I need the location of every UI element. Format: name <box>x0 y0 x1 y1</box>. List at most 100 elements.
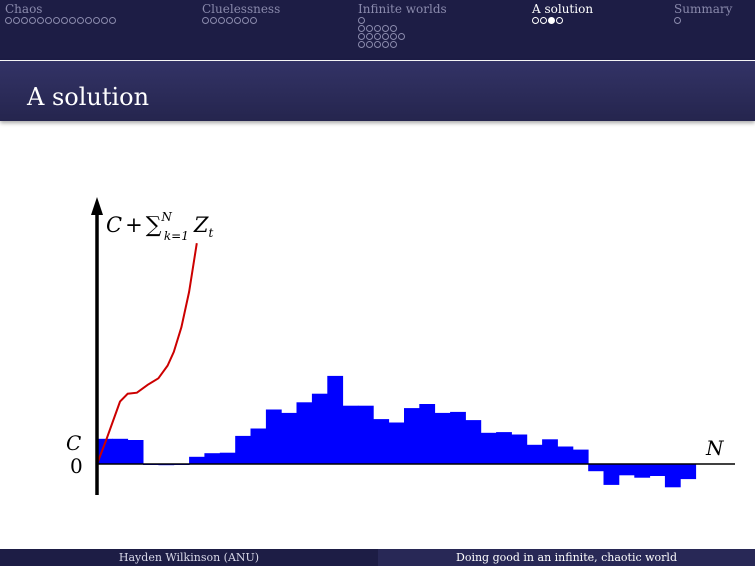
nav-frame-dot[interactable] <box>540 17 547 24</box>
bar <box>265 409 282 464</box>
nav-frame-dot[interactable] <box>358 33 365 40</box>
bar <box>281 412 297 464</box>
nav-dot-row <box>358 33 447 41</box>
nav-section-cluelessness[interactable]: Cluelessness <box>202 3 280 25</box>
nav-frame-dot[interactable] <box>366 33 373 40</box>
y-axis-label-plus: + <box>125 213 143 237</box>
y-tick-0: 0 <box>70 454 83 478</box>
bar <box>680 464 697 480</box>
bar <box>404 408 420 464</box>
nav-frame-dot[interactable] <box>674 17 681 24</box>
footer-author: Hayden Wilkinson (ANU) <box>0 549 378 566</box>
nav-frame-dot[interactable] <box>53 17 60 24</box>
nav-frame-dot[interactable] <box>374 41 381 48</box>
nav-section-a-solution[interactable]: A solution <box>532 3 593 25</box>
nav-frame-dot[interactable] <box>366 41 373 48</box>
nav-frame-dot[interactable] <box>218 17 225 24</box>
y-axis-label: C + ∑N k=1 Zt <box>106 210 213 243</box>
nav-frame-dot[interactable] <box>532 17 539 24</box>
nav-frame-dot[interactable] <box>374 25 381 32</box>
nav-section-title[interactable]: A solution <box>532 2 594 16</box>
nav-frame-dot[interactable] <box>390 41 397 48</box>
nav-frame-dot[interactable] <box>109 17 116 24</box>
nav-frame-dot[interactable] <box>548 17 555 24</box>
bar <box>434 412 451 464</box>
nav-section-title[interactable]: Summary <box>674 2 733 16</box>
nav-frame-dots <box>532 17 593 25</box>
bar <box>296 402 313 464</box>
nav-frame-dot[interactable] <box>358 25 365 32</box>
nav-frame-dot[interactable] <box>37 17 44 24</box>
nav-frame-dot[interactable] <box>101 17 108 24</box>
nav-frame-dot[interactable] <box>382 33 389 40</box>
bar <box>250 428 267 464</box>
nav-frame-dot[interactable] <box>29 17 36 24</box>
nav-frame-dot[interactable] <box>45 17 52 24</box>
bar <box>419 404 436 464</box>
nav-frame-dot[interactable] <box>398 33 405 40</box>
nav-frame-dot[interactable] <box>69 17 76 24</box>
nav-frame-dot[interactable] <box>226 17 233 24</box>
nav-frame-dot[interactable] <box>242 17 249 24</box>
nav-section-title[interactable]: Chaos <box>5 2 43 16</box>
frame-title-bar: A solution <box>0 61 755 121</box>
nav-frame-dot[interactable] <box>210 17 217 24</box>
nav-frame-dots <box>674 17 732 25</box>
bar <box>388 422 405 464</box>
bar <box>496 432 512 464</box>
bar <box>189 456 205 464</box>
nav-section-chaos[interactable]: Chaos <box>5 3 116 25</box>
bar <box>649 464 666 476</box>
bar <box>465 420 482 464</box>
nav-section-infinite-worlds[interactable]: Infinite worlds <box>358 3 447 49</box>
nav-frame-dot[interactable] <box>390 33 397 40</box>
footer-talk-title: Doing good in an infinite, chaotic world <box>378 549 755 566</box>
nav-frame-dots <box>5 17 116 25</box>
nav-frame-dot[interactable] <box>5 17 12 24</box>
bar <box>588 464 604 472</box>
nav-dot-row <box>202 17 280 25</box>
nav-section-title[interactable]: Infinite worlds <box>358 2 447 16</box>
frame-title: A solution <box>27 83 150 111</box>
bar <box>112 438 129 464</box>
bar <box>664 464 681 488</box>
nav-frame-dot[interactable] <box>21 17 28 24</box>
nav-frame-dot[interactable] <box>202 17 209 24</box>
nav-frame-dot[interactable] <box>77 17 84 24</box>
y-tick-c: C <box>66 431 81 455</box>
bar <box>572 449 589 464</box>
nav-dot-row <box>358 41 447 49</box>
bar <box>511 434 528 464</box>
bar <box>219 452 236 464</box>
nav-frame-dot[interactable] <box>556 17 563 24</box>
nav-frame-dot[interactable] <box>13 17 20 24</box>
y-axis-arrowhead <box>91 197 103 215</box>
nav-frame-dot[interactable] <box>366 25 373 32</box>
navigation-bar: Chaos Cluelessness Infinite worlds A soluti… <box>0 0 755 60</box>
nav-frame-dot[interactable] <box>390 25 397 32</box>
nav-section-summary[interactable]: Summary <box>674 3 732 25</box>
bar <box>357 405 374 464</box>
nav-frame-dot[interactable] <box>93 17 100 24</box>
nav-frame-dot[interactable] <box>382 41 389 48</box>
nav-frame-dot[interactable] <box>374 33 381 40</box>
bar <box>327 375 344 464</box>
bar <box>373 419 390 464</box>
bars <box>97 375 697 488</box>
nav-frame-dot[interactable] <box>358 17 365 24</box>
bar <box>603 464 620 485</box>
nav-dot-row <box>358 25 447 33</box>
bar <box>557 446 574 464</box>
nav-frame-dot[interactable] <box>250 17 257 24</box>
nav-section-title[interactable]: Cluelessness <box>202 2 281 16</box>
nav-dot-row <box>532 17 593 25</box>
nav-frame-dot[interactable] <box>85 17 92 24</box>
bar <box>235 435 251 464</box>
nav-frame-dot[interactable] <box>358 41 365 48</box>
nav-frame-dot[interactable] <box>382 25 389 32</box>
nav-frame-dot[interactable] <box>234 17 241 24</box>
cumulative-line <box>96 243 198 465</box>
nav-dot-row <box>674 17 732 25</box>
bar <box>311 393 328 464</box>
nav-frame-dot[interactable] <box>61 17 68 24</box>
